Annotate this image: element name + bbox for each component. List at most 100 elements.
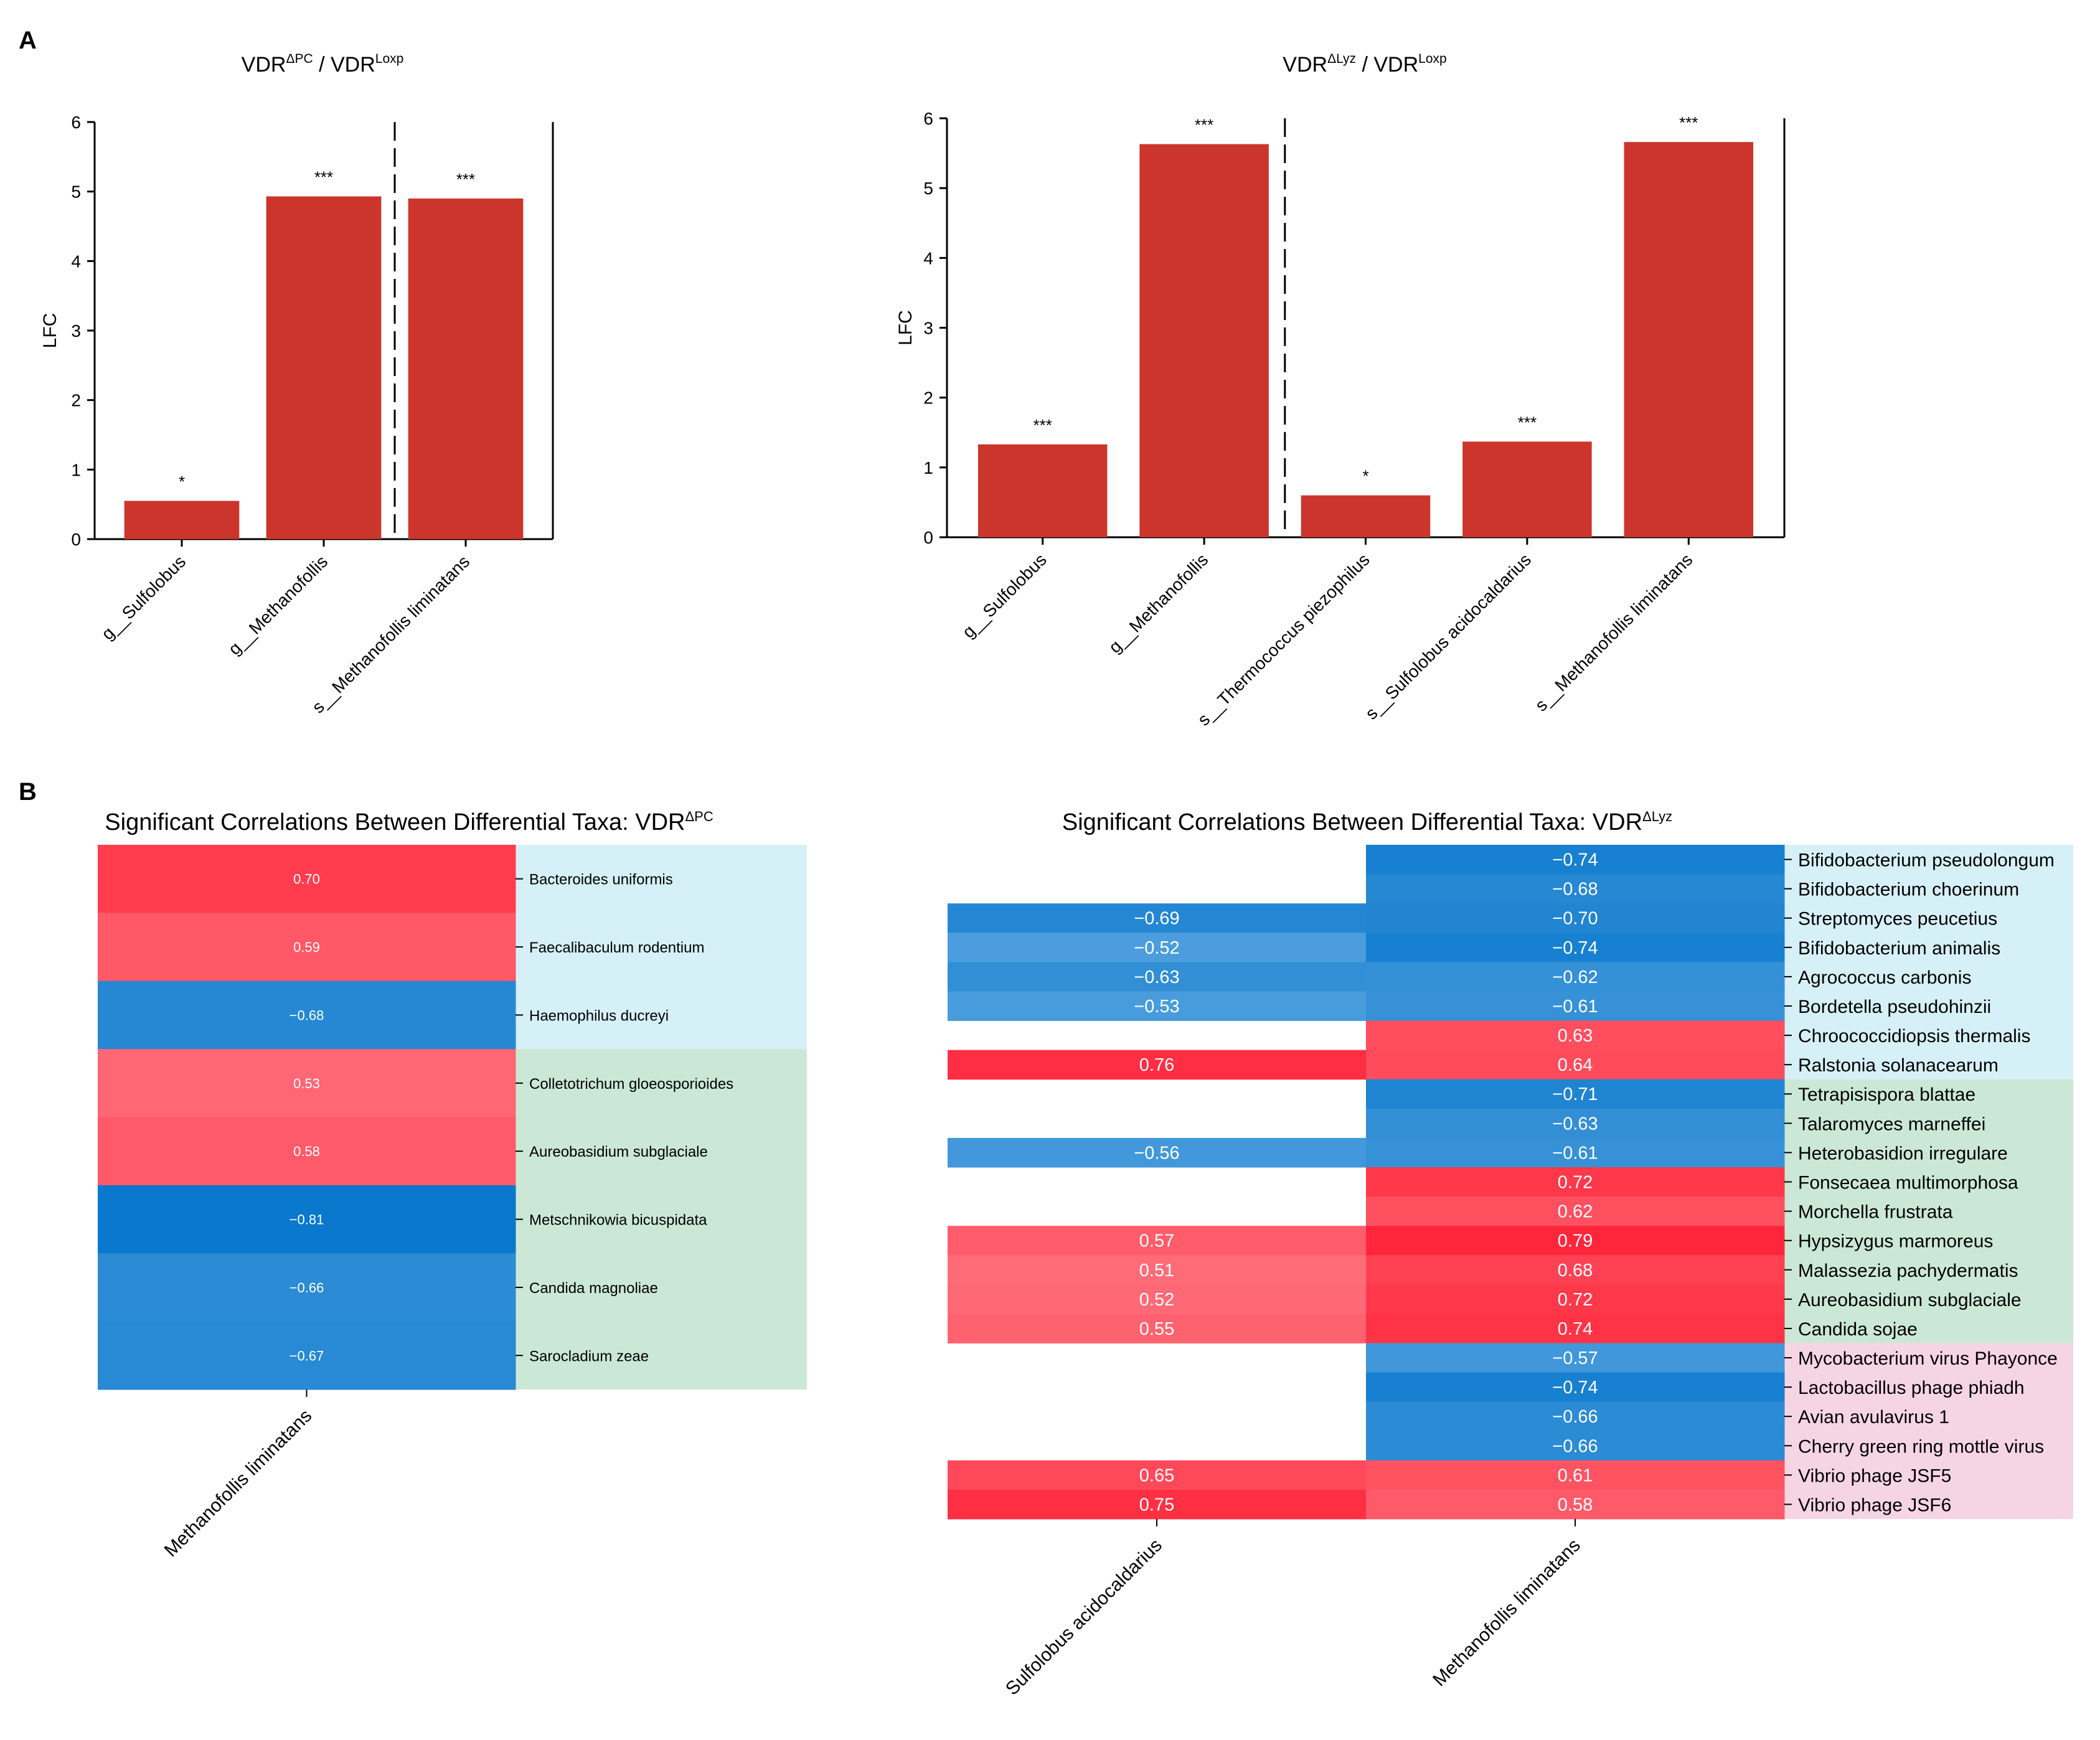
heatmap-row-label: Aureobasidium subglaciale bbox=[1798, 1290, 2022, 1310]
heatmap-cell bbox=[948, 1284, 1367, 1314]
x-category-label: s__Thermococcus piezophilus bbox=[1194, 550, 1373, 729]
heatmap-row-label: Bifidobacterium pseudolongum bbox=[1798, 850, 2055, 871]
heatmap-cell-value: 0.72 bbox=[1558, 1173, 1593, 1193]
heatmap-cell bbox=[98, 981, 516, 1050]
heatmap-cell bbox=[948, 962, 1367, 992]
heatmap-row-label: Candida magnoliae bbox=[529, 1280, 658, 1297]
barPC-title: VDRΔPC / VDRLoxp bbox=[242, 52, 404, 77]
heatmap-cell bbox=[948, 1460, 1367, 1490]
heatmap-cell bbox=[1366, 1314, 1785, 1343]
bar-0 bbox=[124, 501, 240, 539]
heatmap-cell-value: −0.68 bbox=[1552, 880, 1598, 900]
y-tick-label: 5 bbox=[71, 182, 81, 202]
heatmap-cell-value: −0.53 bbox=[1134, 997, 1179, 1017]
heatmap-cell-value: 0.70 bbox=[293, 872, 320, 887]
y-tick-label: 6 bbox=[71, 113, 81, 132]
heatmap-cell bbox=[948, 1050, 1367, 1080]
heatmap-column-label: Sulfolobus acidocaldarius bbox=[1002, 1535, 1166, 1700]
heatmap-cell-value: −0.66 bbox=[290, 1280, 324, 1296]
barPC-title-prefix: VDR bbox=[242, 53, 286, 77]
heatmap-cell bbox=[98, 1253, 516, 1322]
heatmap-cell-value: 0.52 bbox=[1139, 1290, 1174, 1310]
group-band-fungi bbox=[1784, 1079, 2073, 1343]
x-category-label: g__Methanofollis bbox=[225, 552, 332, 659]
heatmap-cell-value: 0.58 bbox=[1558, 1495, 1593, 1515]
heatmap-row-label: Agrococcus carbonis bbox=[1798, 967, 1971, 988]
hmPC-title-prefix: Significant Correlations Between Differe… bbox=[105, 809, 685, 835]
heatmap-row-label: Heterobasidion irregulare bbox=[1798, 1143, 2008, 1164]
y-tick-label: 0 bbox=[923, 528, 933, 547]
heatmap-cell bbox=[1366, 1372, 1785, 1403]
bar-3 bbox=[1462, 441, 1592, 537]
barPC-title-sup2: Loxp bbox=[375, 52, 404, 66]
bar-1 bbox=[1139, 144, 1269, 538]
y-axis-label: LFC bbox=[895, 310, 916, 346]
heatmap-cell-value: 0.58 bbox=[293, 1144, 320, 1159]
significance-label: *** bbox=[1679, 113, 1698, 132]
heatmap-cell-value: 0.68 bbox=[1558, 1261, 1593, 1281]
heatmap-cell-value: 0.64 bbox=[1558, 1055, 1593, 1075]
significance-label: * bbox=[179, 473, 185, 491]
heatmap-cell bbox=[98, 1321, 516, 1390]
group-band-fungi bbox=[516, 1049, 807, 1390]
heatmap-cell bbox=[1366, 903, 1785, 933]
significance-label: *** bbox=[1034, 416, 1052, 435]
panel-label-b: B bbox=[19, 778, 37, 806]
heatmap-cell-value: −0.66 bbox=[1552, 1436, 1598, 1456]
heatmap-cell-value: 0.75 bbox=[1139, 1495, 1174, 1515]
y-tick-label: 1 bbox=[71, 460, 81, 479]
x-category-label: s__Methanofollis liminatans bbox=[1531, 550, 1696, 715]
hmLyz-title: Significant Correlations Between Differe… bbox=[1062, 809, 1672, 835]
heatmap-cell bbox=[1366, 845, 1785, 875]
heatmap-cell-value: 0.79 bbox=[1558, 1231, 1593, 1251]
heatmap-row-label: Lactobacillus phage phiadh bbox=[1798, 1378, 2025, 1398]
heatmap-cell-value: −0.81 bbox=[290, 1212, 324, 1228]
heatmap-cell-value: −0.67 bbox=[290, 1348, 324, 1363]
bar-2 bbox=[1301, 495, 1431, 537]
bar-4 bbox=[1624, 142, 1754, 538]
heatmap-cell-value: −0.68 bbox=[290, 1007, 324, 1023]
heatmap-cell bbox=[1366, 1489, 1785, 1520]
barPC-title-middle: / VDR bbox=[313, 53, 375, 77]
heatmap-row-label: Vibrio phage JSF6 bbox=[1798, 1495, 1951, 1515]
heatmap-cell-value: 0.72 bbox=[1558, 1290, 1593, 1310]
heatmap-cell bbox=[98, 1049, 516, 1117]
heatmap-cell-value: 0.57 bbox=[1139, 1231, 1174, 1251]
x-category-label: s__Methanofollis liminatans bbox=[308, 552, 473, 717]
significance-label: *** bbox=[456, 170, 475, 189]
significance-label: *** bbox=[314, 167, 333, 186]
y-tick-label: 3 bbox=[923, 319, 933, 338]
heatmap-row-label: Chroococcidiopsis thermalis bbox=[1798, 1026, 2030, 1046]
heatmap-cell-value: −0.74 bbox=[1552, 1378, 1598, 1398]
x-category-label: g__Sulfolobus bbox=[959, 550, 1050, 641]
heatmap-cell-value: −0.70 bbox=[1552, 909, 1598, 929]
heatmap-cell bbox=[948, 1489, 1367, 1520]
barLyz-title: VDRΔLyz / VDRLoxp bbox=[1283, 52, 1446, 77]
heatmap-cell-value: −0.61 bbox=[1552, 997, 1598, 1017]
heatmap-cell bbox=[1366, 1050, 1785, 1080]
hmLyz-title-prefix: Significant Correlations Between Differe… bbox=[1062, 809, 1642, 835]
heatmap-cell bbox=[98, 1185, 516, 1254]
heatmap-cell bbox=[1366, 1197, 1785, 1226]
heatmap-row-label: Sarocladium zeae bbox=[529, 1348, 649, 1365]
y-tick-label: 0 bbox=[71, 530, 81, 549]
heatmap-row-label: Avian avulavirus 1 bbox=[1798, 1407, 1949, 1427]
heatmap-cell bbox=[1366, 1284, 1785, 1314]
panel-label-a: A bbox=[19, 27, 37, 54]
heatmap-row-label: Metschnikowia bicuspidata bbox=[529, 1212, 707, 1229]
heatmap-cell bbox=[98, 913, 516, 982]
heatmap-cell bbox=[1366, 1431, 1785, 1461]
heatmap-cell bbox=[1366, 1020, 1785, 1051]
heatmap-cell-value: 0.55 bbox=[1139, 1319, 1174, 1339]
heatmap-cell bbox=[1366, 1343, 1785, 1373]
heatmap-cell-value: 0.63 bbox=[1558, 1026, 1593, 1046]
heatmap-cell bbox=[1366, 1079, 1785, 1109]
heatmap-cell bbox=[98, 845, 516, 913]
y-tick-label: 5 bbox=[923, 179, 933, 198]
heatmap-column-label: Methanofollis liminatans bbox=[161, 1406, 316, 1561]
hmPC-title-sup: ΔPC bbox=[685, 809, 713, 824]
heatmap-row-label: Ralstonia solanacearum bbox=[1798, 1055, 1999, 1076]
heatmap-cell bbox=[948, 903, 1367, 933]
heatmap-cell bbox=[1366, 1108, 1785, 1139]
